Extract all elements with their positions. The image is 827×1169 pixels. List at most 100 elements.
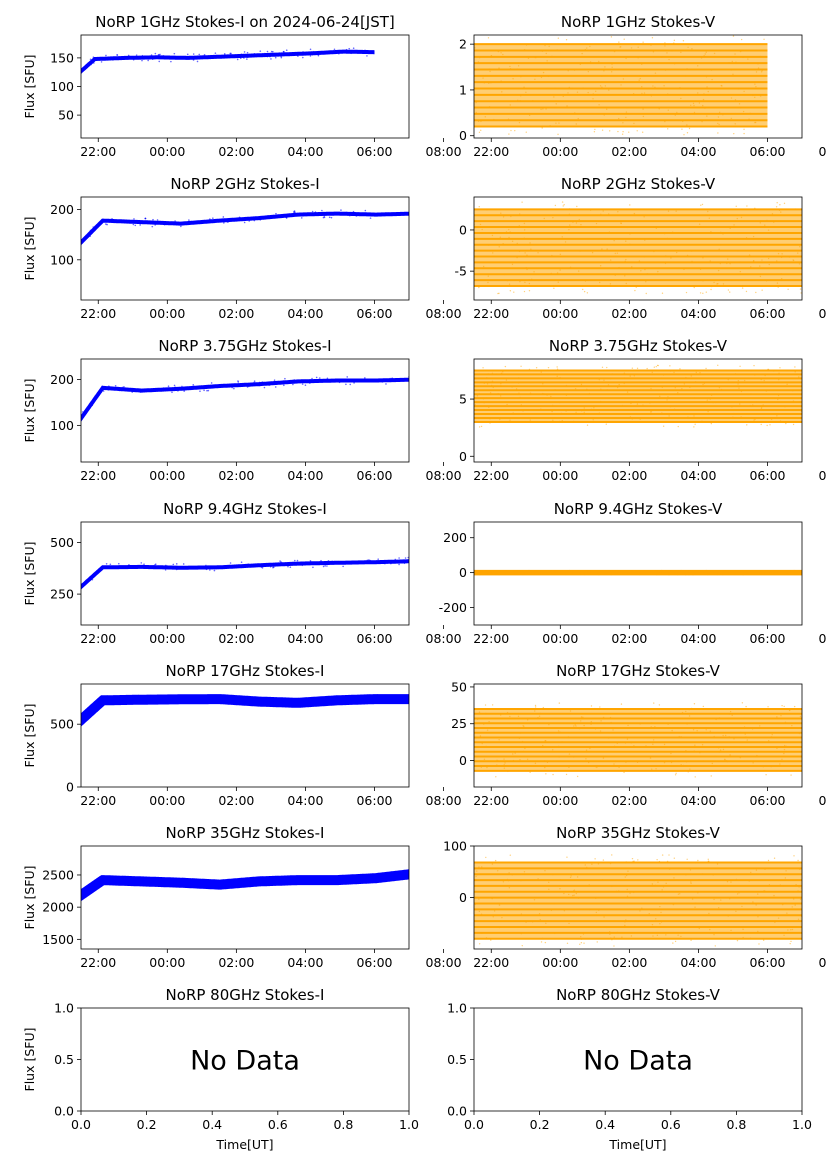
- data-point: [671, 50, 673, 52]
- data-point: [526, 758, 529, 760]
- data-point: [733, 224, 735, 226]
- data-point: [284, 377, 286, 380]
- data-point: [650, 250, 653, 252]
- data-point: [95, 227, 98, 229]
- data-point: [274, 386, 277, 388]
- data-point: [625, 116, 627, 119]
- data-point: [188, 219, 190, 221]
- data-point: [388, 874, 390, 877]
- data-point: [688, 127, 691, 130]
- data-point: [285, 49, 288, 52]
- data-point: [682, 764, 685, 767]
- data-point: [574, 724, 576, 726]
- data-point: [543, 760, 546, 762]
- data-point: [804, 572, 805, 573]
- data-point: [459, 711, 460, 712]
- data-point: [749, 570, 751, 572]
- data-point: [508, 283, 511, 285]
- plot-frame: [80, 358, 410, 463]
- data-point: [822, 570, 823, 571]
- data-point: [180, 388, 183, 390]
- data-point: [463, 942, 464, 943]
- data-point: [533, 899, 536, 901]
- data-point: [485, 413, 487, 416]
- data-point: [650, 95, 653, 97]
- data-point: [457, 418, 458, 419]
- data-point: [95, 395, 98, 398]
- data-point: [561, 236, 563, 238]
- data-point: [660, 921, 663, 923]
- data-point: [506, 878, 509, 881]
- data-point: [489, 70, 491, 73]
- data-point: [718, 751, 721, 753]
- data-point: [327, 563, 329, 566]
- data-point: [111, 879, 114, 882]
- data-point: [368, 559, 370, 561]
- x-tick-label: 06:00: [356, 306, 392, 321]
- data-point: [382, 878, 384, 881]
- data-point: [334, 562, 337, 565]
- data-point: [87, 580, 89, 583]
- data-point: [559, 401, 561, 404]
- data-point: [503, 767, 506, 769]
- data-point: [763, 379, 765, 382]
- data-point: [600, 720, 602, 722]
- data-point: [300, 883, 302, 885]
- data-point: [727, 573, 729, 575]
- data-point: [815, 717, 816, 718]
- data-point: [647, 572, 650, 575]
- data-point: [261, 567, 264, 569]
- data-point: [710, 288, 712, 291]
- data-point: [287, 565, 289, 568]
- data-point: [719, 262, 722, 265]
- data-point: [803, 417, 804, 418]
- data-point: [206, 886, 209, 888]
- data-point: [522, 750, 525, 753]
- data-point: [764, 570, 767, 572]
- data-point: [664, 45, 666, 47]
- data-point: [735, 205, 737, 207]
- data-point: [644, 239, 646, 241]
- data-point: [625, 874, 628, 877]
- data-point: [753, 419, 755, 421]
- data-point: [659, 905, 661, 908]
- data-point: [588, 392, 591, 395]
- data-point: [517, 99, 519, 101]
- data-point: [398, 560, 401, 563]
- data-point: [293, 211, 295, 214]
- y-tick-label: -5: [455, 264, 467, 279]
- data-point: [817, 270, 818, 271]
- chart-title: NoRP 2GHz Stokes-V: [561, 175, 716, 193]
- data-point: [253, 381, 255, 384]
- data-point: [674, 940, 677, 943]
- data-point: [116, 54, 118, 56]
- data-point: [154, 52, 157, 55]
- x-tick-label: 08:00: [819, 144, 827, 159]
- data-point: [534, 710, 536, 712]
- data-point: [686, 68, 688, 70]
- data-point: [715, 401, 717, 404]
- data-point: [773, 571, 775, 574]
- y-axis-label: Flux [SFU]: [22, 379, 37, 443]
- data-point: [433, 559, 435, 561]
- data-point: [481, 932, 483, 934]
- data-point: [658, 860, 661, 863]
- data-point: [794, 208, 797, 210]
- data-point: [85, 718, 87, 720]
- data-point: [147, 700, 150, 703]
- chart-title: NoRP 1GHz Stokes-V: [561, 13, 716, 31]
- x-tick-label: 02:00: [218, 793, 254, 808]
- data-point: [346, 376, 349, 378]
- data-point: [503, 570, 505, 572]
- data-point: [604, 66, 606, 68]
- data-point: [686, 254, 689, 257]
- x-tick-label: 00:00: [542, 955, 578, 970]
- data-point: [275, 877, 278, 879]
- data-point: [385, 383, 387, 385]
- data-point: [821, 410, 822, 411]
- data-point: [427, 564, 429, 566]
- data-point: [599, 265, 602, 267]
- data-point: [611, 373, 613, 375]
- data-point: [197, 57, 200, 59]
- data-point: [169, 388, 172, 391]
